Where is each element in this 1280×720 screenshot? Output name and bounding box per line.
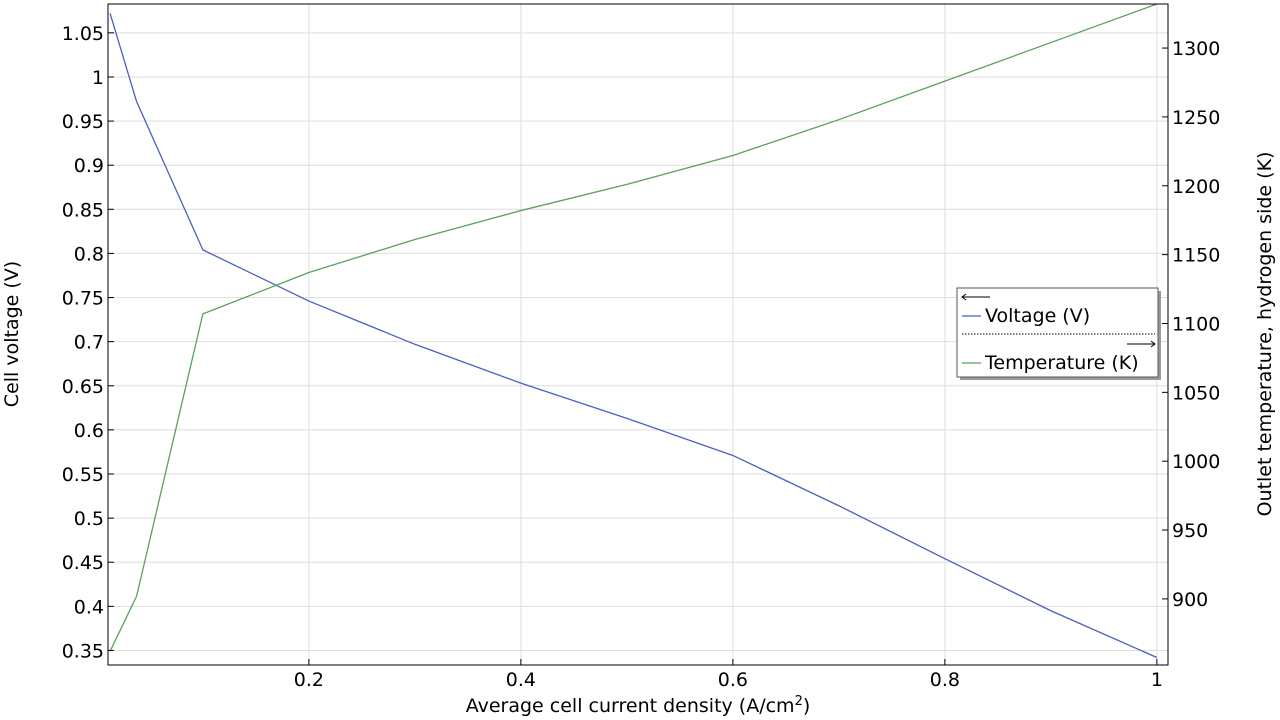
left-y-tick-label: 0.85 (62, 199, 104, 221)
x-tick-label: 0.4 (506, 669, 536, 691)
voltage-series-line (109, 13, 1158, 659)
left-y-tick-label: 0.35 (62, 640, 104, 662)
legend: Voltage (V) Temperature (K) (956, 287, 1161, 380)
left-y-tick-label: 0.75 (62, 288, 104, 310)
left-y-axis-title: Cell voltage (V) (1, 261, 23, 407)
legend-box (956, 287, 1159, 378)
series-lines (109, 3, 1158, 659)
left-y-tick-label: 0.6 (74, 420, 104, 442)
left-y-tick-label: 0.8 (74, 243, 104, 265)
right-y-tick-label: 900 (1172, 589, 1208, 611)
temperature-series-line (109, 3, 1158, 652)
legend-right-axis-arrow (1127, 340, 1156, 348)
right-y-axis-ticks: 900 950 1000 1050 1100 1150 1200 1250 1300 (1162, 38, 1220, 611)
left-y-tick-label: 0.55 (62, 464, 104, 486)
plot-area-frame (107, 3, 1169, 666)
x-tick-label: 0.8 (930, 669, 960, 691)
right-y-tick-label: 1150 (1172, 245, 1220, 267)
right-y-tick-label: 1000 (1172, 451, 1220, 473)
left-y-tick-label: 1 (92, 67, 104, 89)
x-tick-label: 0.6 (718, 669, 748, 691)
right-y-tick-label: 1200 (1172, 176, 1220, 198)
x-axis-title-superscript: 2 (795, 694, 803, 709)
right-y-axis-title: Outlet temperature, hydrogen side (K) (1254, 152, 1276, 517)
left-y-tick-label: 0.45 (62, 552, 104, 574)
right-y-tick-label: 1100 (1172, 313, 1220, 335)
x-tick-label: 1 (1151, 669, 1163, 691)
left-y-tick-label: 0.4 (74, 596, 104, 618)
left-y-axis-ticks: 0.35 0.4 0.45 0.5 0.55 0.6 0.65 0.7 0.75 0.8 0.85 0… (62, 23, 114, 662)
right-y-tick-label: 950 (1172, 520, 1208, 542)
x-axis-ticks: 0.2 0.4 0.6 0.8 1 (294, 659, 1163, 691)
left-y-tick-label: 0.95 (62, 111, 104, 133)
left-y-tick-label: 0.9 (74, 155, 104, 177)
left-y-tick-label: 1.05 (62, 23, 104, 45)
right-y-tick-label: 1300 (1172, 38, 1220, 60)
left-y-tick-label: 0.65 (62, 376, 104, 398)
legend-left-axis-arrow (961, 293, 990, 301)
x-tick-label: 0.2 (294, 669, 324, 691)
legend-voltage-label: Voltage (V) (985, 305, 1090, 327)
right-y-tick-label: 1250 (1172, 107, 1220, 129)
x-axis-title: Average cell current density (A/cm2) (466, 694, 811, 717)
left-y-tick-label: 0.7 (74, 332, 104, 354)
legend-temperature-label: Temperature (K) (984, 352, 1139, 374)
left-y-tick-label: 0.5 (74, 508, 104, 530)
right-y-tick-label: 1050 (1172, 382, 1220, 404)
